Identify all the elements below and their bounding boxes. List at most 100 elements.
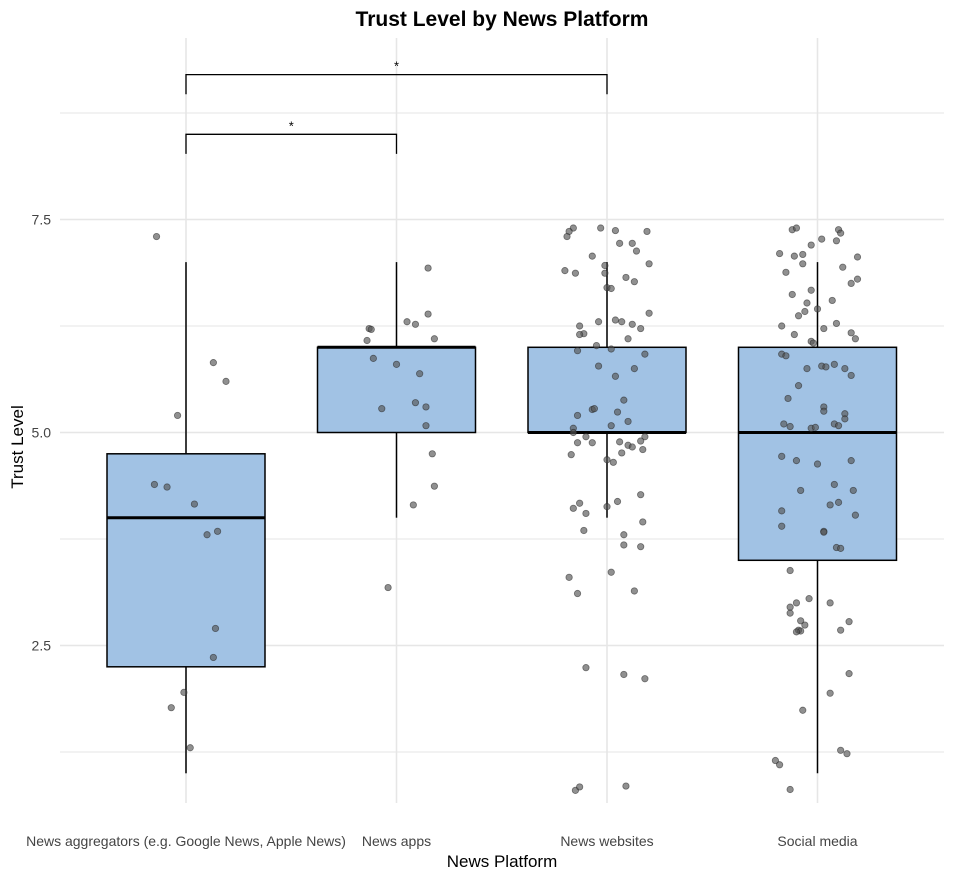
data-point [813,305,822,313]
data-point [794,312,803,320]
significance-label: * [394,59,399,74]
data-point [576,322,584,330]
data-point [851,335,859,343]
data-point [609,458,617,466]
data-point [801,307,809,316]
data-point [811,423,819,431]
data-point [786,609,794,617]
data-point [573,411,582,420]
data-point [363,336,371,345]
data-point [618,318,626,326]
data-point [601,269,609,277]
data-point [576,783,584,791]
data-point [837,229,845,237]
data-point [834,498,843,506]
data-point [597,224,605,232]
x-axis-label: News Platform [447,852,558,871]
data-point [830,480,838,489]
box-0 [106,262,266,774]
data-point [384,583,392,592]
data-point [803,299,811,307]
data-point [594,318,603,326]
data-point [561,267,569,275]
data-point [778,452,786,460]
data-point [847,371,855,380]
data-point [592,341,601,350]
significance-brackets: ** [185,59,608,154]
data-point [847,457,855,465]
data-point [565,573,573,581]
data-point [778,522,786,530]
data-point [620,396,628,404]
data-point [807,286,815,294]
data-point [778,322,786,330]
data-point [792,224,801,232]
data-point [616,438,624,446]
data-point [837,746,845,754]
data-point [603,503,611,511]
data-point [784,394,792,403]
data-point [167,704,175,712]
data-point [794,382,803,390]
data-point [771,756,780,765]
data-point [641,350,649,358]
data-point [845,670,853,678]
data-point [571,269,580,277]
data-point [776,761,784,769]
data-point [792,628,801,636]
data-point [809,339,817,347]
data-point [424,310,432,318]
data-point [590,405,598,413]
data-point [778,507,786,515]
data-point [428,450,436,458]
data-point [611,226,620,235]
data-point [637,437,645,445]
data-point [645,260,653,268]
data-point [639,518,647,526]
data-point [843,750,851,758]
data-point [786,785,794,794]
data-point [826,501,834,509]
data-point [180,688,188,696]
data-point [801,621,809,629]
data-point [639,445,647,454]
data-point [150,480,159,489]
data-point [569,504,577,512]
data-point [613,408,622,416]
data-point [641,675,649,683]
data-point [173,411,182,420]
data-point [392,360,401,368]
data-point [573,347,582,355]
data-point [782,268,790,276]
y-axis-label: Trust Level [8,405,27,488]
data-point [799,260,807,268]
data-point [588,439,596,447]
significance-bracket [185,133,398,154]
data-point [622,273,630,282]
data-point [607,345,615,353]
data-point [569,428,577,437]
data-point [803,364,811,373]
data-point [820,407,828,415]
data-point [637,543,645,551]
data-point [582,433,590,441]
x-tick-label: Social media [777,833,857,849]
data-point [611,316,620,324]
data-point [567,451,575,459]
data-point [430,335,438,343]
data-point [849,486,857,495]
data-point [834,422,843,430]
data-point [837,544,845,552]
data-point [632,247,641,255]
box-rect [527,346,687,434]
data-point [209,653,217,662]
data-point [822,363,830,371]
data-point [786,566,794,575]
data-point [563,232,571,241]
data-point [807,241,815,249]
data-point [628,320,636,328]
data-point [163,483,171,491]
x-tick-label: News apps [362,833,431,849]
data-point [620,541,628,549]
data-point [618,449,626,457]
